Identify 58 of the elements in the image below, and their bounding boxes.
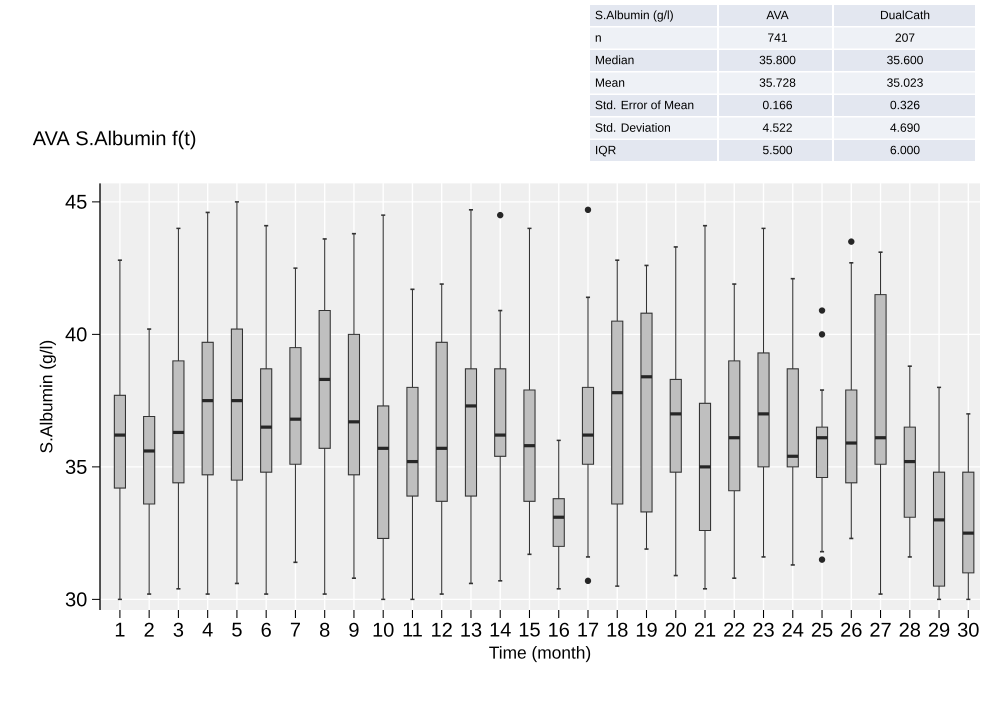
x-tick-label: 8 bbox=[320, 622, 330, 637]
x-tick-label: 6 bbox=[262, 622, 271, 637]
text: 35.800 bbox=[760, 56, 796, 64]
text: Std. Deviation bbox=[595, 123, 670, 132]
y-tick-label: 45 bbox=[66, 194, 86, 209]
text: 4.522 bbox=[762, 123, 792, 132]
x-tick-label: 23 bbox=[753, 622, 774, 637]
text: 741 bbox=[768, 33, 787, 42]
x-tick-label: 28 bbox=[900, 622, 920, 637]
text: S.Albumin (g/l) bbox=[595, 10, 673, 22]
text: AVA bbox=[766, 10, 789, 20]
x-tick-label: 12 bbox=[432, 622, 452, 637]
text: 0.326 bbox=[890, 100, 920, 110]
x-tick-label: 10 bbox=[374, 622, 394, 637]
text: Mean bbox=[596, 78, 624, 87]
x-tick-label: 4 bbox=[202, 622, 213, 636]
x-tick-label: 20 bbox=[666, 622, 686, 637]
text: 0.166 bbox=[762, 100, 792, 110]
text: DualCath bbox=[880, 10, 930, 20]
x-tick-label: 21 bbox=[694, 622, 716, 637]
x-tick-label: 2 bbox=[144, 622, 154, 637]
x-tick-label: 24 bbox=[782, 622, 804, 637]
text: IQR bbox=[596, 146, 616, 156]
x-tick-label: 14 bbox=[490, 622, 511, 636]
x-tick-label: 25 bbox=[812, 622, 832, 637]
x-tick-label: 15 bbox=[520, 622, 540, 637]
text: 6.000 bbox=[890, 146, 920, 154]
x-tick-label: 27 bbox=[870, 622, 891, 637]
x-tick-label: 5 bbox=[232, 622, 242, 637]
x-tick-label: 29 bbox=[928, 622, 950, 637]
text: n bbox=[596, 35, 601, 42]
text: 35.600 bbox=[887, 56, 923, 64]
x-tick-label: 11 bbox=[404, 622, 422, 636]
y-axis-title: S.Albumin (g/l) bbox=[40, 340, 56, 453]
text: 4.690 bbox=[890, 123, 920, 132]
text: Std. Error of Mean bbox=[595, 100, 694, 110]
x-tick-label: 19 bbox=[636, 622, 657, 637]
y-tick-label: 30 bbox=[66, 592, 86, 606]
y-tick-label: 35 bbox=[66, 460, 86, 474]
text: 5.500 bbox=[762, 146, 792, 154]
x-tick-label: 17 bbox=[578, 622, 598, 636]
x-axis-title: Time (month) bbox=[489, 646, 590, 662]
text: 35.023 bbox=[887, 78, 923, 87]
x-tick-label: 18 bbox=[608, 622, 628, 637]
x-tick-label: 13 bbox=[461, 622, 482, 637]
x-tick-label: 7 bbox=[290, 622, 300, 636]
y-tick-label: 40 bbox=[66, 327, 86, 342]
x-tick-label: 22 bbox=[724, 622, 744, 637]
chart-title: AVA S.Albumin f(t) bbox=[32, 130, 196, 150]
text: Median bbox=[596, 55, 634, 64]
x-tick-label: 1 bbox=[116, 622, 124, 636]
text: 207 bbox=[896, 33, 914, 42]
x-tick-label: 30 bbox=[958, 622, 979, 637]
x-tick-label: 3 bbox=[174, 622, 184, 637]
x-tick-label: 16 bbox=[549, 622, 569, 637]
x-tick-label: 9 bbox=[349, 622, 359, 637]
text: 35.728 bbox=[760, 78, 796, 87]
x-tick-label: 26 bbox=[841, 622, 862, 637]
